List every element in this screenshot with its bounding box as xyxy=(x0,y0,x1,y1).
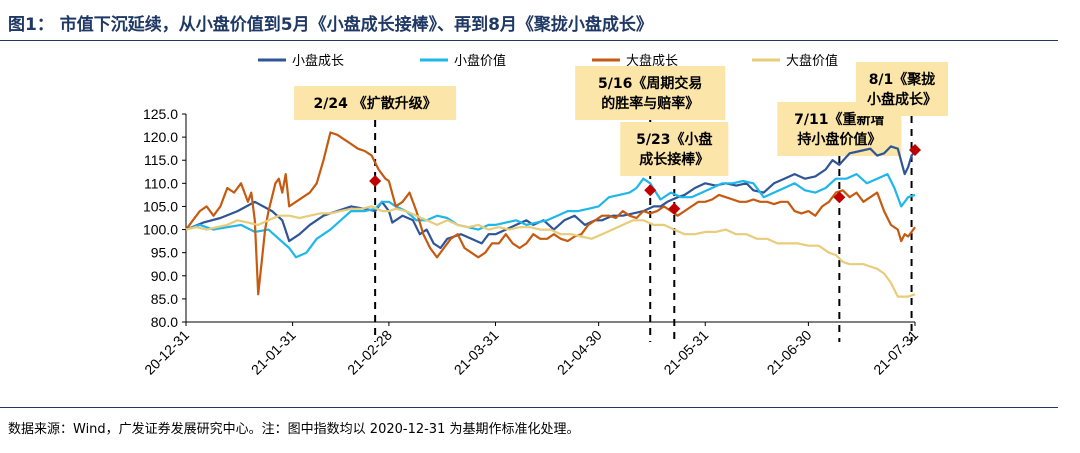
annotation-text: 的胜率与赔率》 xyxy=(601,95,699,112)
figure-title: 图1： 市值下沉延续，从小盘价值到5月《小盘成长接棒》、再到8月《聚拢小盘成长》 xyxy=(8,15,653,35)
annotation-text: 5/23《小盘 xyxy=(636,131,712,148)
annotation-text: 小盘成长》 xyxy=(867,91,937,108)
annotation-text: 成长接棒》 xyxy=(639,151,709,168)
legend-label: 大盘价值 xyxy=(786,53,838,69)
legend-label: 小盘价值 xyxy=(454,53,506,69)
legend-label: 大盘成长 xyxy=(626,53,678,69)
title-rule xyxy=(0,40,1058,41)
event-annotations: 2/24 《扩散升级》5/16《周期交易的胜率与赔率》5/23《小盘成长接棒》7… xyxy=(294,62,948,342)
x-tick-label: 21-01-31 xyxy=(248,327,299,378)
chart-legend: 小盘成长 小盘价值 大盘成长 大盘价值 xyxy=(258,53,838,69)
source-note: 数据来源：Wind，广发证券发展研究中心。注：图中指数均以 2020-12-31… xyxy=(8,422,580,437)
series-line xyxy=(185,145,916,250)
y-tick-label: 90.0 xyxy=(151,268,178,284)
x-tick-label: 21-04-30 xyxy=(554,327,605,378)
annotation-box xyxy=(620,122,729,176)
x-tick-label: 21-05-31 xyxy=(660,327,711,378)
title-bar: 图1： 市值下沉延续，从小盘价值到5月《小盘成长接棒》、再到8月《聚拢小盘成长》 xyxy=(0,0,1080,40)
annotation-box xyxy=(575,66,726,120)
legend-label: 小盘成长 xyxy=(292,53,344,69)
x-tick-label: 21-06-30 xyxy=(764,327,815,378)
y-tick-label: 125.0 xyxy=(143,106,178,122)
y-tick-label: 100.0 xyxy=(143,222,178,238)
annotation-box xyxy=(856,62,948,116)
event-marker-diamond xyxy=(833,191,846,204)
annotation-text: 5/16《周期交易 xyxy=(598,75,702,92)
y-tick-label: 85.0 xyxy=(151,291,178,307)
x-tick-label: 20-12-31 xyxy=(141,327,192,378)
series-line xyxy=(185,205,916,298)
y-tick-label: 95.0 xyxy=(151,245,178,261)
y-tick-label: 120.0 xyxy=(143,129,178,145)
y-tick-label: 110.0 xyxy=(144,175,178,191)
series-line xyxy=(185,131,916,296)
event-marker-diamond xyxy=(668,202,681,215)
y-tick-label: 115.0 xyxy=(144,152,178,168)
source-rule xyxy=(0,407,1058,408)
series-line xyxy=(185,173,916,259)
event-markers xyxy=(369,144,921,215)
annotation-text: 8/1《聚拢 xyxy=(869,71,936,88)
x-tick-label: 21-02-28 xyxy=(344,327,395,378)
line-chart: 小盘成长 小盘价值 大盘成长 大盘价值 2/24 《扩散升级》 5/16《周期交易的胜率… xyxy=(141,53,948,378)
annotation-text: 持小盘价值》 xyxy=(797,131,881,148)
event-marker-diamond xyxy=(909,144,921,157)
x-tick-label: 21-03-31 xyxy=(451,327,502,378)
x-tick-label: 21-07-31 xyxy=(870,327,921,378)
event-marker-diamond xyxy=(369,175,382,188)
chart-series xyxy=(185,131,916,298)
event-marker-diamond xyxy=(644,184,657,197)
annotation-text: 2/24 《扩散升级》 xyxy=(314,95,437,112)
annotation-box xyxy=(294,86,457,120)
y-tick-label: 80.0 xyxy=(151,314,178,330)
y-tick-label: 105.0 xyxy=(143,198,178,214)
